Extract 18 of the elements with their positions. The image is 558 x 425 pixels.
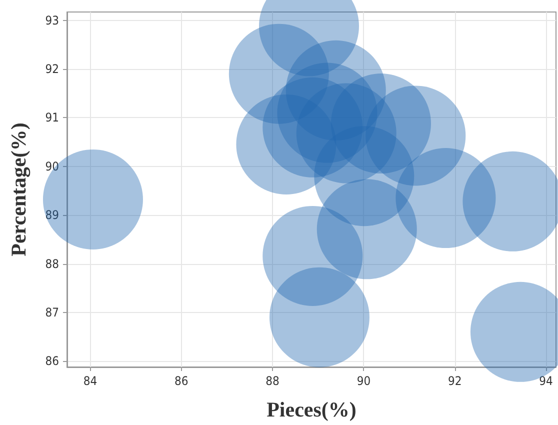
point [270,267,370,368]
y-axis-title: Percentage(%) [6,122,30,256]
x-tick-label: 90 [356,374,371,388]
y-tick-label: 90 [45,159,60,174]
y-tick-label: 87 [45,305,59,320]
x-tick-label: 94 [539,374,553,388]
y-tick-label: 89 [45,208,60,222]
y-tick-label: 86 [45,354,60,368]
x-tick-label: 84 [83,374,98,388]
y-tick-label: 88 [45,256,60,271]
y-tick-label: 92 [45,62,59,76]
point [43,150,143,250]
x-tick-label: 86 [174,374,188,388]
y-tick-label: 93 [45,13,59,28]
x-axis-title: Pieces(%) [266,398,356,422]
y-tick-label: 91 [45,110,59,125]
x-tick-label: 88 [266,374,280,388]
x-tick-label: 92 [448,374,462,388]
